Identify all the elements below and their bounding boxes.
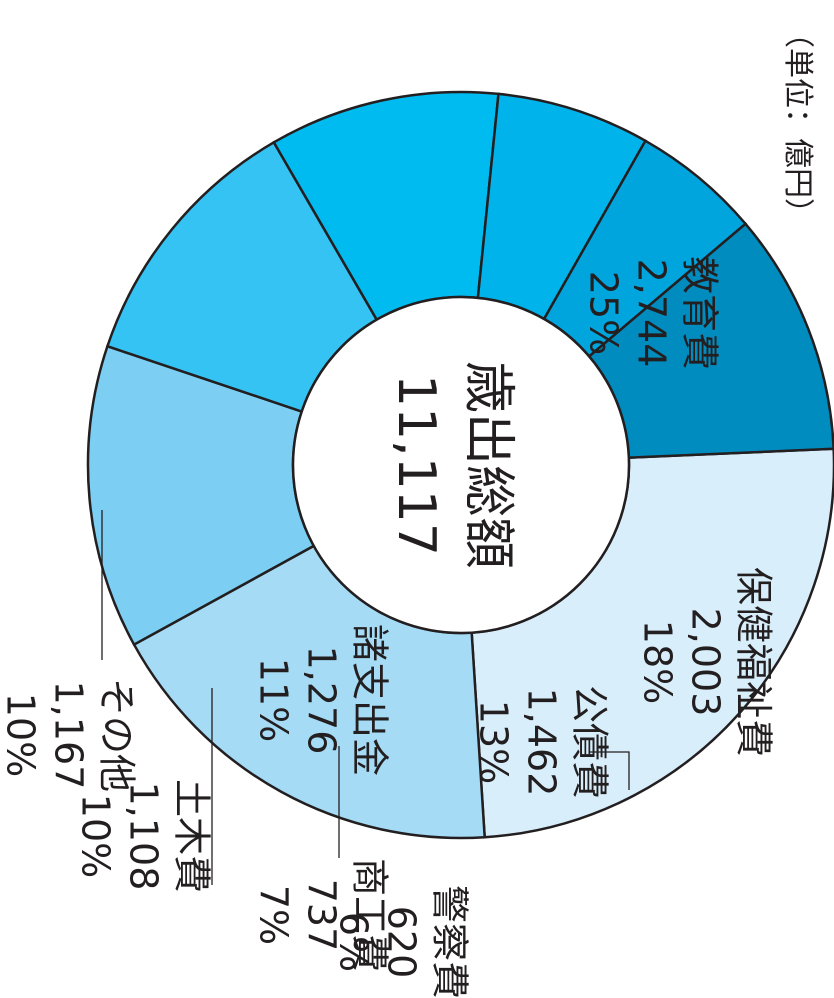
slice-5-label-name: 商工費 xyxy=(348,858,392,972)
slice-3-label-value: 1,276 xyxy=(300,646,344,755)
slice-0-label-value: 2,744 xyxy=(630,259,674,368)
slice-4-label-value: 1,108 xyxy=(122,782,166,891)
slice-5-label-value: 737 xyxy=(300,879,344,952)
slice-6-label-name: 警察費 xyxy=(428,885,472,998)
slice-1-label-pct: 18% xyxy=(636,620,680,704)
center-title: 歳出総額 xyxy=(458,361,518,569)
donut-hole xyxy=(291,295,631,635)
slice-1-label-name: 保健福祉費 xyxy=(732,567,776,757)
slice-7-label-name: その他 xyxy=(95,678,139,792)
slice-0-label-pct: 25% xyxy=(582,271,626,355)
slice-5-label-pct: 7% xyxy=(252,885,296,945)
leader-line-4 xyxy=(589,751,630,790)
slice-2-label-pct: 13% xyxy=(472,700,516,784)
center-total: 11,117 xyxy=(386,374,446,556)
slice-3-label-pct: 11% xyxy=(252,658,296,742)
slice-2-label-value: 1,462 xyxy=(520,688,564,797)
donut-slices xyxy=(86,90,834,840)
slice-3-label-name: 諸支出金 xyxy=(348,624,392,776)
slice-4-label-name: 土木費 xyxy=(170,779,214,893)
unit-note: （単位：億円） xyxy=(780,18,815,228)
slice-1-label-value: 2,003 xyxy=(684,608,728,717)
slice-6-label-value: 620 xyxy=(380,906,424,979)
slice-0-label-name: 教育費 xyxy=(678,256,722,370)
slice-4-label-pct: 10% xyxy=(74,794,118,878)
leader-lines xyxy=(101,510,630,885)
slice-7-label-value: 1,167 xyxy=(47,681,91,790)
slice-7-label-pct: 10% xyxy=(0,693,43,777)
slice-2-label-name: 公債費 xyxy=(568,685,612,799)
slice-6-label-pct: 6% xyxy=(332,912,376,972)
slice-labels: 教育費2,74425%保健福祉費2,00318%公債費1,46213%諸支出金1… xyxy=(0,256,776,998)
